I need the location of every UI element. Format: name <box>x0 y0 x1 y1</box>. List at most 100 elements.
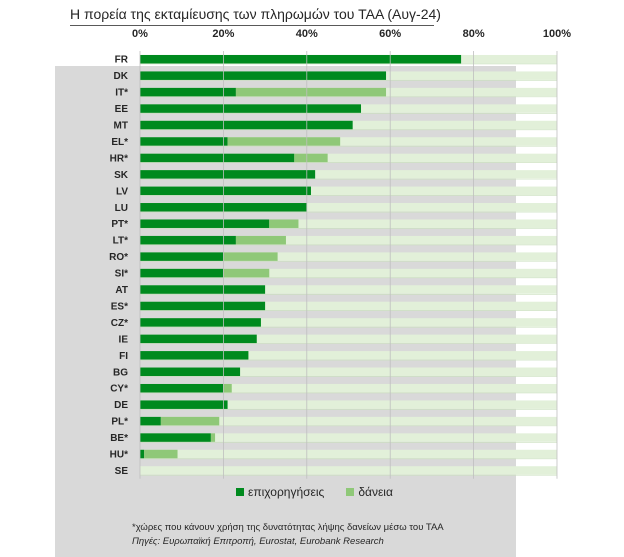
bar-remaining <box>140 449 557 459</box>
legend-label-grants: επιχορηγήσεις <box>248 485 325 499</box>
y-tick-label: PL* <box>111 417 128 428</box>
y-tick-label: HU* <box>110 450 128 461</box>
bar-remaining <box>140 318 557 327</box>
bar-grants <box>140 268 224 278</box>
bar-grants <box>140 400 228 409</box>
y-tick-label: RO* <box>109 252 128 263</box>
bar-remaining <box>140 400 557 409</box>
bar-remaining <box>140 466 557 475</box>
bar-remaining <box>140 416 557 426</box>
x-tick-label: 60% <box>379 28 401 40</box>
y-tick-label: PT* <box>111 219 128 230</box>
footnote-text: *χώρες που κάνουν χρήση της δυνατότητας … <box>132 522 444 533</box>
bar-remaining <box>140 351 557 360</box>
bar-loans <box>223 268 270 278</box>
y-tick-label: BG <box>113 367 128 378</box>
bar-grants <box>140 120 353 130</box>
x-tick-label: 80% <box>463 28 485 40</box>
bar-grants <box>140 87 236 97</box>
bar-loans <box>235 87 387 97</box>
bar-loans <box>235 235 286 245</box>
bar-remaining <box>140 334 557 344</box>
legend-swatch-grants <box>236 488 244 496</box>
bar-grants <box>140 351 249 360</box>
footnote-block: *χώρες που κάνουν χρήση της δυνατότητας … <box>132 521 444 549</box>
y-tick-label: DK <box>114 71 129 82</box>
bar-grants <box>140 137 228 146</box>
source-text: Πηγές: Ευρωπαϊκή Επιτροπή, Eurostat, Eur… <box>132 536 384 547</box>
bar-loans <box>144 449 178 459</box>
x-tick-label: 100% <box>543 28 571 40</box>
y-tick-label: FI <box>119 351 128 362</box>
bar-loans <box>160 416 220 426</box>
chart-title: Η πορεία της εκταμίευσης των πληρωμών το… <box>70 6 441 22</box>
bar-grants <box>140 153 295 163</box>
bar-grants <box>140 334 257 344</box>
bar-grants <box>140 367 241 377</box>
bar-grants <box>140 104 362 113</box>
y-tick-label: FR <box>115 55 129 66</box>
bar-remaining <box>140 367 557 377</box>
bar-loans <box>223 383 232 393</box>
legend-item-grants: επιχορηγήσεις <box>236 485 324 499</box>
bar-grants <box>140 54 462 64</box>
y-tick-label: CY* <box>110 384 128 395</box>
bar-grants <box>140 71 387 80</box>
bar-grants <box>140 170 316 179</box>
bar-remaining <box>140 203 557 212</box>
y-tick-label: CZ* <box>111 318 128 329</box>
y-tick-label: LT* <box>113 236 128 247</box>
bar-remaining <box>140 153 557 163</box>
bar-remaining <box>140 268 557 278</box>
bar-remaining <box>140 137 557 146</box>
bar-grants <box>140 252 224 261</box>
chart-legend: επιχορηγήσεις δάνεια <box>236 485 415 499</box>
y-tick-label: MT <box>114 121 128 132</box>
bar-loans <box>227 137 341 146</box>
bar-remaining <box>140 170 557 179</box>
bar-remaining <box>140 285 557 294</box>
bar-loans <box>223 252 278 261</box>
bar-grants <box>140 235 236 245</box>
y-tick-label: LV <box>116 186 128 197</box>
y-tick-label: BE* <box>110 433 128 444</box>
y-tick-label: SI* <box>115 269 128 280</box>
y-tick-label: ES* <box>111 301 128 312</box>
legend-label-loans: δάνεια <box>358 485 393 499</box>
bar-grants <box>140 301 266 311</box>
legend-item-loans: δάνεια <box>346 485 393 499</box>
bar-loans <box>294 153 328 163</box>
y-tick-label: EL* <box>111 137 128 148</box>
bar-remaining <box>140 301 557 311</box>
bar-loans <box>210 433 216 442</box>
y-tick-label: DE <box>114 400 128 411</box>
bar-grants <box>140 318 261 327</box>
bar-remaining <box>140 235 557 245</box>
y-tick-label: SK <box>114 170 129 181</box>
legend-swatch-loans <box>346 488 355 496</box>
bar-grants <box>140 285 266 294</box>
bar-remaining <box>140 219 557 228</box>
bar-grants <box>140 186 311 196</box>
y-tick-label: AT <box>115 285 128 296</box>
bar-remaining <box>140 383 557 393</box>
x-tick-label: 40% <box>296 28 318 40</box>
y-tick-label: SE <box>115 466 129 477</box>
bar-grants <box>140 433 211 442</box>
y-tick-label: IT* <box>115 88 128 99</box>
y-tick-label: IE <box>119 334 129 345</box>
bar-remaining <box>140 186 557 196</box>
bar-remaining <box>140 433 557 442</box>
bar-grants <box>140 416 161 426</box>
y-tick-label: LU <box>115 203 128 214</box>
x-tick-label: 20% <box>212 28 234 40</box>
y-tick-label: EE <box>115 104 129 115</box>
x-tick-label: 0% <box>132 28 148 40</box>
bar-loans <box>269 219 299 228</box>
bar-remaining <box>140 252 557 261</box>
bar-grants <box>140 383 224 393</box>
y-tick-label: HR* <box>110 153 128 164</box>
bar-grants <box>140 449 145 459</box>
title-underline <box>70 25 434 26</box>
